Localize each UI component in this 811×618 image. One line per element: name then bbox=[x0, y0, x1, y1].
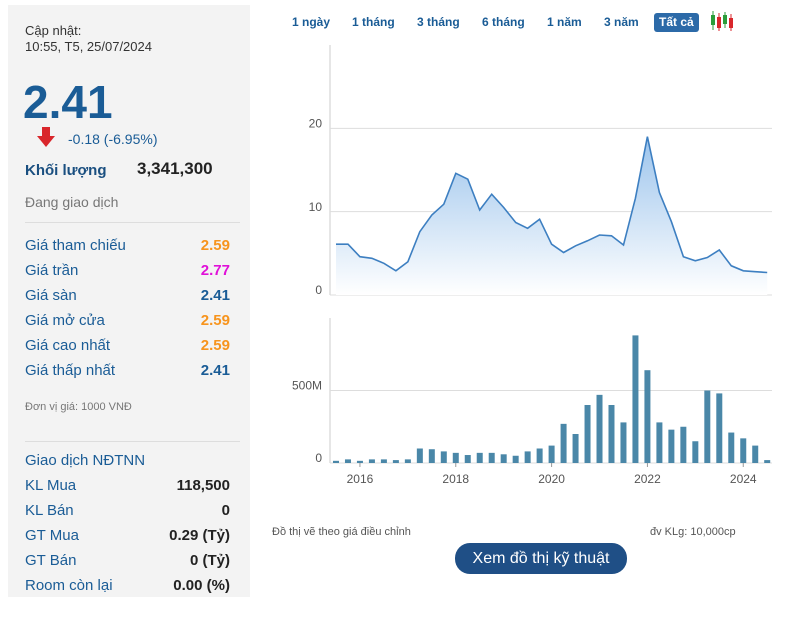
volume-bar bbox=[656, 422, 663, 463]
volume-bar bbox=[668, 429, 675, 463]
volume-bar bbox=[608, 405, 615, 463]
range-tab[interactable]: Tất cả bbox=[654, 13, 699, 32]
adjusted-note: Đồ thị vẽ theo giá điều chỉnh bbox=[272, 526, 411, 538]
foreign-title: Giao dịch NĐTNN bbox=[25, 452, 146, 469]
volume: 3,341,300 bbox=[137, 159, 213, 178]
update-time: 10:55, T5, 25/07/2024 bbox=[25, 39, 152, 54]
row-label: Room còn lại bbox=[25, 577, 113, 594]
row-value: 2.41 bbox=[200, 362, 230, 379]
volume-label: Khối lượng bbox=[25, 162, 107, 179]
row-value: 2.41 bbox=[200, 287, 230, 304]
row-value: 0.29 (Tỷ) bbox=[169, 527, 230, 544]
row-value: 118,500 bbox=[176, 477, 230, 494]
volume-bar bbox=[548, 445, 555, 463]
volume-bar bbox=[428, 449, 435, 463]
volume-bar bbox=[536, 448, 543, 463]
volume-bar bbox=[596, 394, 603, 463]
volume-bar bbox=[728, 432, 735, 463]
unit-note: Đơn vị giá: 1000 VNĐ bbox=[25, 401, 132, 413]
volume-bar bbox=[632, 335, 639, 463]
volume-bar bbox=[500, 454, 507, 463]
volume-bar bbox=[716, 393, 723, 463]
row-label: Giá trần bbox=[25, 262, 79, 279]
row-value: 0 (Tỷ) bbox=[189, 552, 230, 569]
volume-bar bbox=[356, 460, 363, 463]
row-value: 2.77 bbox=[200, 262, 230, 279]
volume-bar bbox=[440, 451, 447, 463]
volume-bar bbox=[740, 438, 747, 463]
volume-bar bbox=[704, 390, 711, 463]
price: 2.41 bbox=[23, 76, 113, 128]
range-tab[interactable]: 3 năm bbox=[604, 15, 639, 29]
volume-bar bbox=[416, 448, 423, 463]
volume-bar bbox=[344, 459, 351, 463]
row-value: 2.59 bbox=[200, 237, 230, 254]
volume-bar bbox=[464, 455, 471, 463]
volume-bar bbox=[368, 459, 375, 463]
y-tick-label: 500M bbox=[292, 379, 322, 393]
range-tab[interactable]: 1 năm bbox=[547, 15, 582, 29]
row-value: 2.59 bbox=[200, 312, 230, 329]
x-tick-label: 2024 bbox=[730, 472, 757, 486]
status: Đang giao dịch bbox=[25, 194, 119, 210]
technical-chart-button[interactable]: Xem đồ thị kỹ thuật bbox=[455, 543, 627, 574]
x-tick-label: 2018 bbox=[442, 472, 469, 486]
row-label: Giá mở cửa bbox=[25, 312, 105, 329]
row-label: GT Bán bbox=[25, 552, 77, 569]
row-label: Giá sàn bbox=[25, 287, 77, 304]
separator bbox=[25, 222, 240, 223]
volume-bar bbox=[572, 434, 579, 463]
y-tick-label: 0 bbox=[315, 451, 322, 465]
volume-bar bbox=[488, 452, 495, 463]
down-arrow bbox=[37, 127, 55, 147]
volume-bar bbox=[764, 460, 771, 463]
y-tick-label: 20 bbox=[309, 117, 323, 131]
volume-bar bbox=[680, 426, 687, 463]
x-tick-label: 2022 bbox=[634, 472, 661, 486]
volume-bar bbox=[452, 452, 459, 463]
volume-bar bbox=[512, 455, 519, 463]
volume-bar bbox=[752, 445, 759, 463]
candlestick-icon[interactable] bbox=[709, 10, 735, 32]
volume-bar bbox=[476, 452, 483, 463]
range-tab[interactable]: 1 tháng bbox=[352, 15, 395, 29]
row-value: 2.59 bbox=[200, 337, 230, 354]
row-value: 0 bbox=[221, 502, 230, 519]
volume-bar bbox=[380, 459, 387, 463]
volume-bar bbox=[644, 370, 651, 463]
range-tab[interactable]: 3 tháng bbox=[417, 15, 460, 29]
price-change: -0.18 (-6.95%) bbox=[68, 131, 158, 147]
x-tick-label: 2020 bbox=[538, 472, 565, 486]
volume-bar bbox=[584, 405, 591, 463]
volume-bar bbox=[524, 451, 531, 463]
price-area bbox=[336, 136, 768, 295]
row-label: KL Bán bbox=[25, 502, 74, 519]
row-label: GT Mua bbox=[25, 527, 79, 544]
volume-bar bbox=[692, 441, 699, 463]
price-line bbox=[336, 136, 768, 274]
volume-bar bbox=[560, 423, 567, 463]
row-label: KL Mua bbox=[25, 477, 77, 494]
row-label: Giá thấp nhất bbox=[25, 362, 116, 379]
range-tab[interactable]: 1 ngày bbox=[292, 15, 331, 29]
row-label: Giá tham chiếu bbox=[25, 237, 126, 254]
y-tick-label: 10 bbox=[309, 200, 323, 214]
separator bbox=[25, 441, 240, 442]
volume-unit-note: đv KLg: 10,000cp bbox=[650, 526, 736, 538]
quote-panel: Cập nhật: 10:55, T5, 25/07/2024 2.41 -0.… bbox=[8, 5, 250, 597]
volume-bar bbox=[332, 460, 339, 463]
x-tick-label: 2016 bbox=[347, 472, 374, 486]
update-label: Cập nhật: bbox=[25, 23, 82, 38]
row-value: 0.00 (%) bbox=[173, 577, 230, 594]
y-tick-label: 0 bbox=[315, 283, 322, 297]
range-tab[interactable]: 6 tháng bbox=[482, 15, 525, 29]
volume-bar bbox=[392, 460, 399, 463]
volume-bar bbox=[620, 422, 627, 463]
volume-bar bbox=[404, 459, 411, 463]
row-label: Giá cao nhất bbox=[25, 337, 111, 354]
